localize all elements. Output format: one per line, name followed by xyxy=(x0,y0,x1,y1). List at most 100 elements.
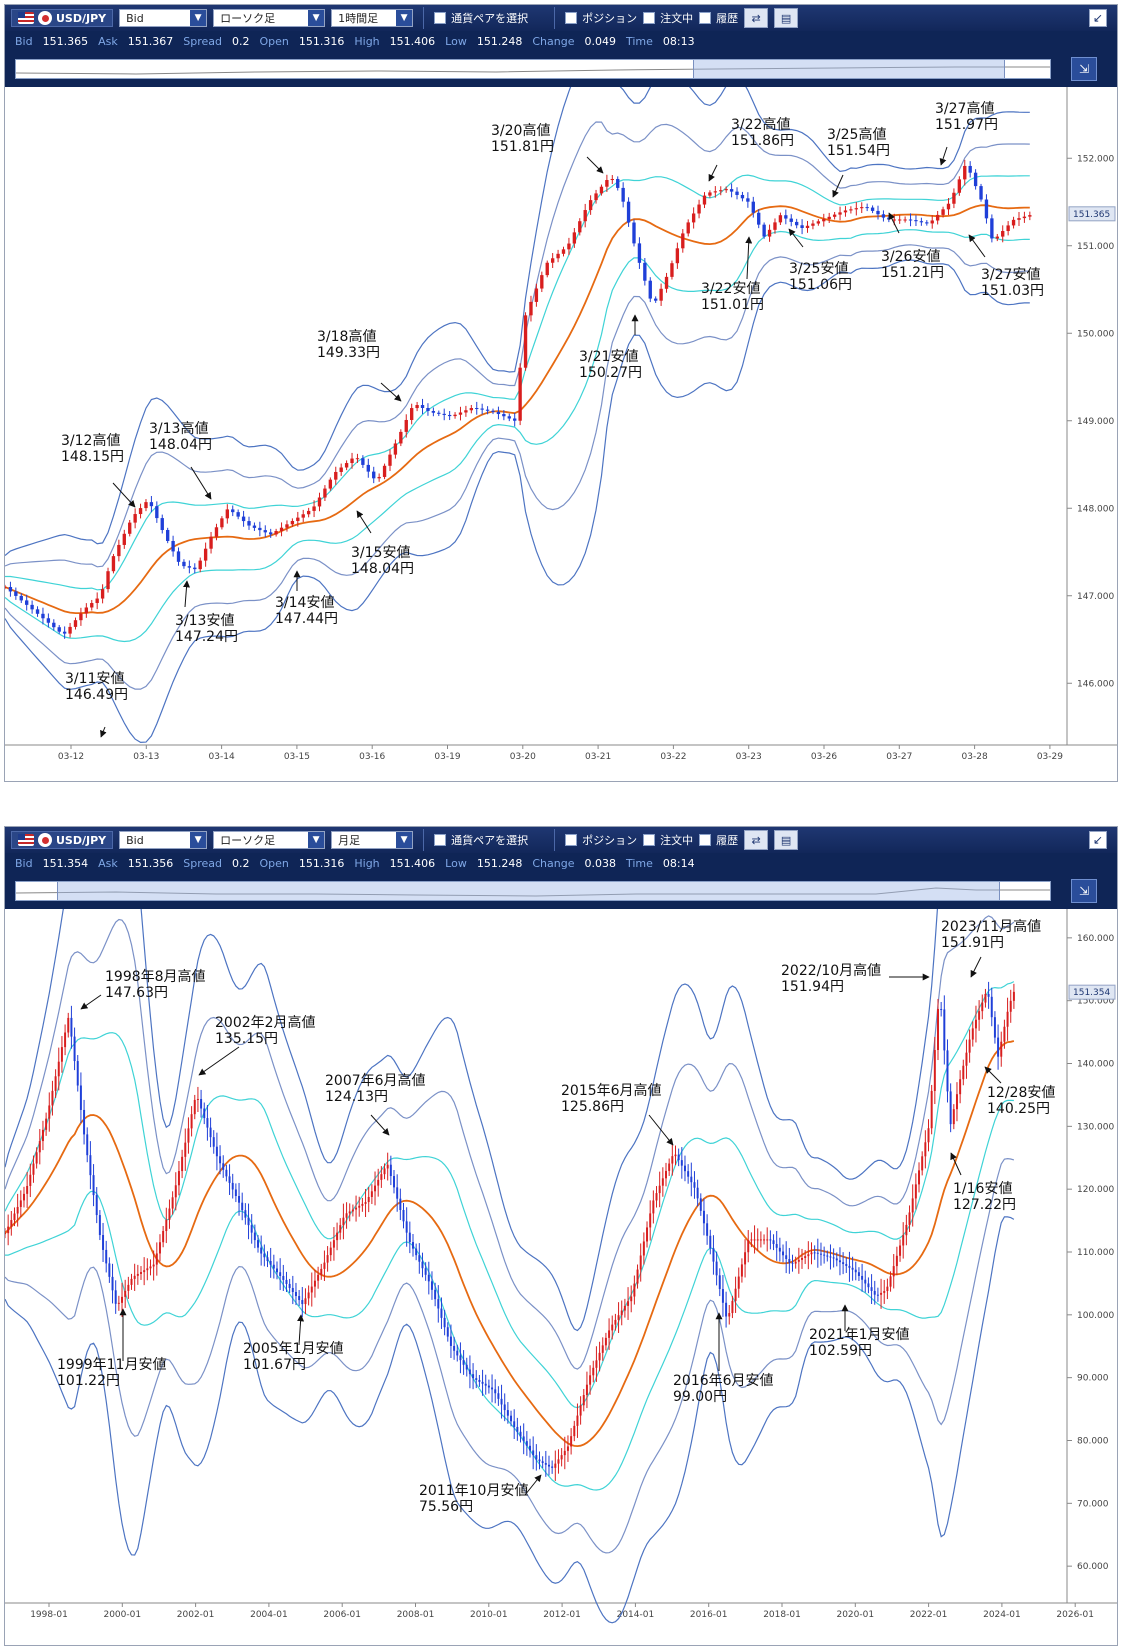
candle xyxy=(421,1261,424,1269)
select-pair-toggle[interactable]: 通貨ペアを選択 xyxy=(434,832,528,848)
annotation-arrow xyxy=(939,146,948,166)
expand-range-button[interactable]: ⇲ xyxy=(1071,879,1097,903)
candle xyxy=(136,1273,139,1276)
chart-window-hourly: USD/JPY Bid ▼ ローソク足 ▼ 1時間足 ▼ 通貨ペアを選択 ポジシ… xyxy=(3,4,1123,782)
candle xyxy=(140,1272,142,1274)
candle xyxy=(518,367,522,421)
candle xyxy=(753,1239,756,1241)
candle xyxy=(535,1455,538,1460)
candle xyxy=(214,527,219,537)
price-chart[interactable]: 60.000 70.000 80.000 90.000 100.000 110.000 12… xyxy=(4,798,1123,1645)
candle xyxy=(974,1019,977,1029)
candle xyxy=(380,1174,383,1180)
change-value: 0.049 xyxy=(584,34,616,48)
candle xyxy=(594,193,598,201)
candle xyxy=(478,1380,481,1382)
time-value: 08:13 xyxy=(662,34,695,48)
candle xyxy=(860,207,864,209)
orders-toggle[interactable]: 注文中 xyxy=(643,10,693,26)
bollinger-band-1-lower xyxy=(5,1099,1014,1491)
position-toggle[interactable]: ポジション xyxy=(565,10,637,26)
chart-type-select[interactable]: ローソク足 ▼ xyxy=(213,9,326,27)
candle xyxy=(306,510,311,515)
candle xyxy=(766,1239,769,1241)
candle xyxy=(162,1231,165,1243)
price-type-select[interactable]: Bid ▼ xyxy=(119,9,208,27)
candle xyxy=(100,589,105,599)
candle xyxy=(534,288,539,302)
navigator-window[interactable] xyxy=(57,882,1001,900)
timeframe-select[interactable]: 月足 ▼ xyxy=(331,831,414,849)
candle xyxy=(671,1156,674,1164)
history-toggle[interactable]: 履歴 xyxy=(699,832,738,848)
x-tick-label: 03-16 xyxy=(359,752,385,762)
candle xyxy=(84,607,89,614)
candle xyxy=(523,315,528,368)
panel-layout-button[interactable]: ▤ xyxy=(774,8,799,28)
position-toggle[interactable]: ポジション xyxy=(565,832,637,848)
last-price-tag xyxy=(1068,984,1116,1000)
candle xyxy=(377,1179,380,1186)
swap-chart-button[interactable]: ⇄ xyxy=(744,830,769,850)
candle xyxy=(182,561,186,567)
select-pair-toggle[interactable]: 通貨ペアを選択 xyxy=(434,10,528,26)
candle xyxy=(98,1215,101,1236)
price-chart[interactable]: 146.000 147.000 148.000 149.000 150.000 151.0… xyxy=(3,43,1123,781)
candle xyxy=(269,1261,272,1265)
candle xyxy=(203,548,208,561)
navigator-strip[interactable] xyxy=(15,59,1051,79)
pair-selector[interactable]: USD/JPY xyxy=(11,9,114,27)
chart-type-select[interactable]: ローソク足 ▼ xyxy=(213,831,326,849)
candle xyxy=(578,221,582,233)
annotation-value: 151.06円 xyxy=(789,277,852,293)
candle xyxy=(393,1176,396,1188)
bollinger-band-3-lower xyxy=(4,1216,1015,1624)
expand-range-button[interactable]: ⇲ xyxy=(1071,57,1097,81)
candle xyxy=(336,1232,339,1241)
candle xyxy=(832,214,837,217)
candle xyxy=(724,189,728,191)
candle xyxy=(816,221,821,224)
pair-selector[interactable]: USD/JPY xyxy=(11,831,114,849)
swap-chart-button[interactable]: ⇄ xyxy=(744,8,769,28)
candle xyxy=(965,1052,968,1066)
navigator-window[interactable] xyxy=(693,60,1006,78)
history-toggle[interactable]: 履歴 xyxy=(699,10,738,26)
candle xyxy=(516,1426,519,1432)
timeframe-value: 1時間足 xyxy=(338,12,379,25)
navigator-strip[interactable] xyxy=(15,881,1051,901)
candle xyxy=(848,1265,851,1268)
candle xyxy=(905,1224,908,1236)
candle xyxy=(1009,1000,1012,1012)
checkbox-icon xyxy=(565,12,578,24)
bollinger-band-3-lower xyxy=(4,259,1030,744)
candle xyxy=(801,1257,803,1260)
orders-toggle[interactable]: 注文中 xyxy=(643,832,693,848)
price-type-select[interactable]: Bid ▼ xyxy=(119,831,208,849)
annotation-value: 151.01円 xyxy=(701,297,764,313)
candle xyxy=(1001,231,1005,237)
x-tick-label: 03-26 xyxy=(811,752,837,762)
panel-layout-button[interactable]: ▤ xyxy=(774,830,799,850)
candle xyxy=(940,1009,943,1011)
annotation-label: 2002年2月高値 xyxy=(215,1014,316,1031)
timeframe-select[interactable]: 1時間足 ▼ xyxy=(331,9,414,27)
candle xyxy=(930,220,934,224)
candle xyxy=(686,222,690,234)
candle xyxy=(328,479,333,489)
candle xyxy=(146,1268,149,1271)
annotation-label: 3/20高値 xyxy=(491,122,550,139)
annotation-value: 151.94円 xyxy=(781,979,844,995)
candle xyxy=(778,1247,781,1252)
checkbox-icon xyxy=(565,834,578,846)
candle xyxy=(411,1242,414,1249)
candle xyxy=(274,531,278,535)
collapse-button[interactable]: ↙ xyxy=(1089,9,1107,27)
candle xyxy=(73,620,78,627)
collapse-button[interactable]: ↙ xyxy=(1089,831,1107,849)
time-label: Time xyxy=(625,34,653,48)
spread-label: Spread xyxy=(183,34,222,48)
